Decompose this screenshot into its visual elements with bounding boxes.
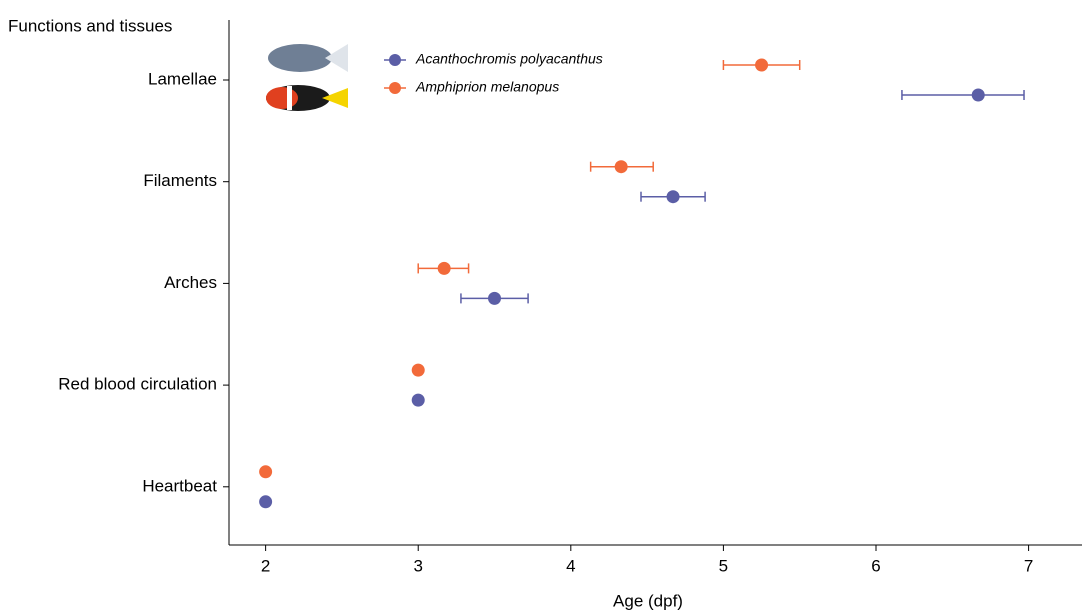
dot [666,190,680,204]
x-tick-label: 6 [871,556,880,575]
y-tick-label: Arches [164,273,217,292]
legend-label: Amphiprion melanopus [415,79,559,95]
y-tick-label: Heartbeat [142,476,217,495]
x-tick-label: 4 [566,556,575,575]
dot [971,88,985,102]
y-axis-title: Functions and tissues [8,16,172,35]
legend-label: Acanthochromis polyacanthus [415,51,603,67]
dot [411,363,425,377]
x-tick-label: 3 [413,556,422,575]
dot [488,291,502,305]
dot [755,58,769,72]
dot [259,465,273,479]
dot [411,393,425,407]
x-axis-title: Age (dpf) [613,591,683,610]
fish-icons [266,44,348,111]
y-tick-label: Lamellae [148,69,217,88]
x-tick-label: 5 [719,556,728,575]
dot [259,495,273,509]
dot [437,261,451,275]
y-tick-label: Filaments [143,171,217,190]
error-bar [901,90,1025,100]
x-tick-label: 2 [261,556,270,575]
dot [614,160,628,174]
legend-marker [389,54,401,66]
x-tick-label: 7 [1024,556,1033,575]
legend-marker [389,82,401,94]
y-tick-label: Red blood circulation [58,375,217,394]
